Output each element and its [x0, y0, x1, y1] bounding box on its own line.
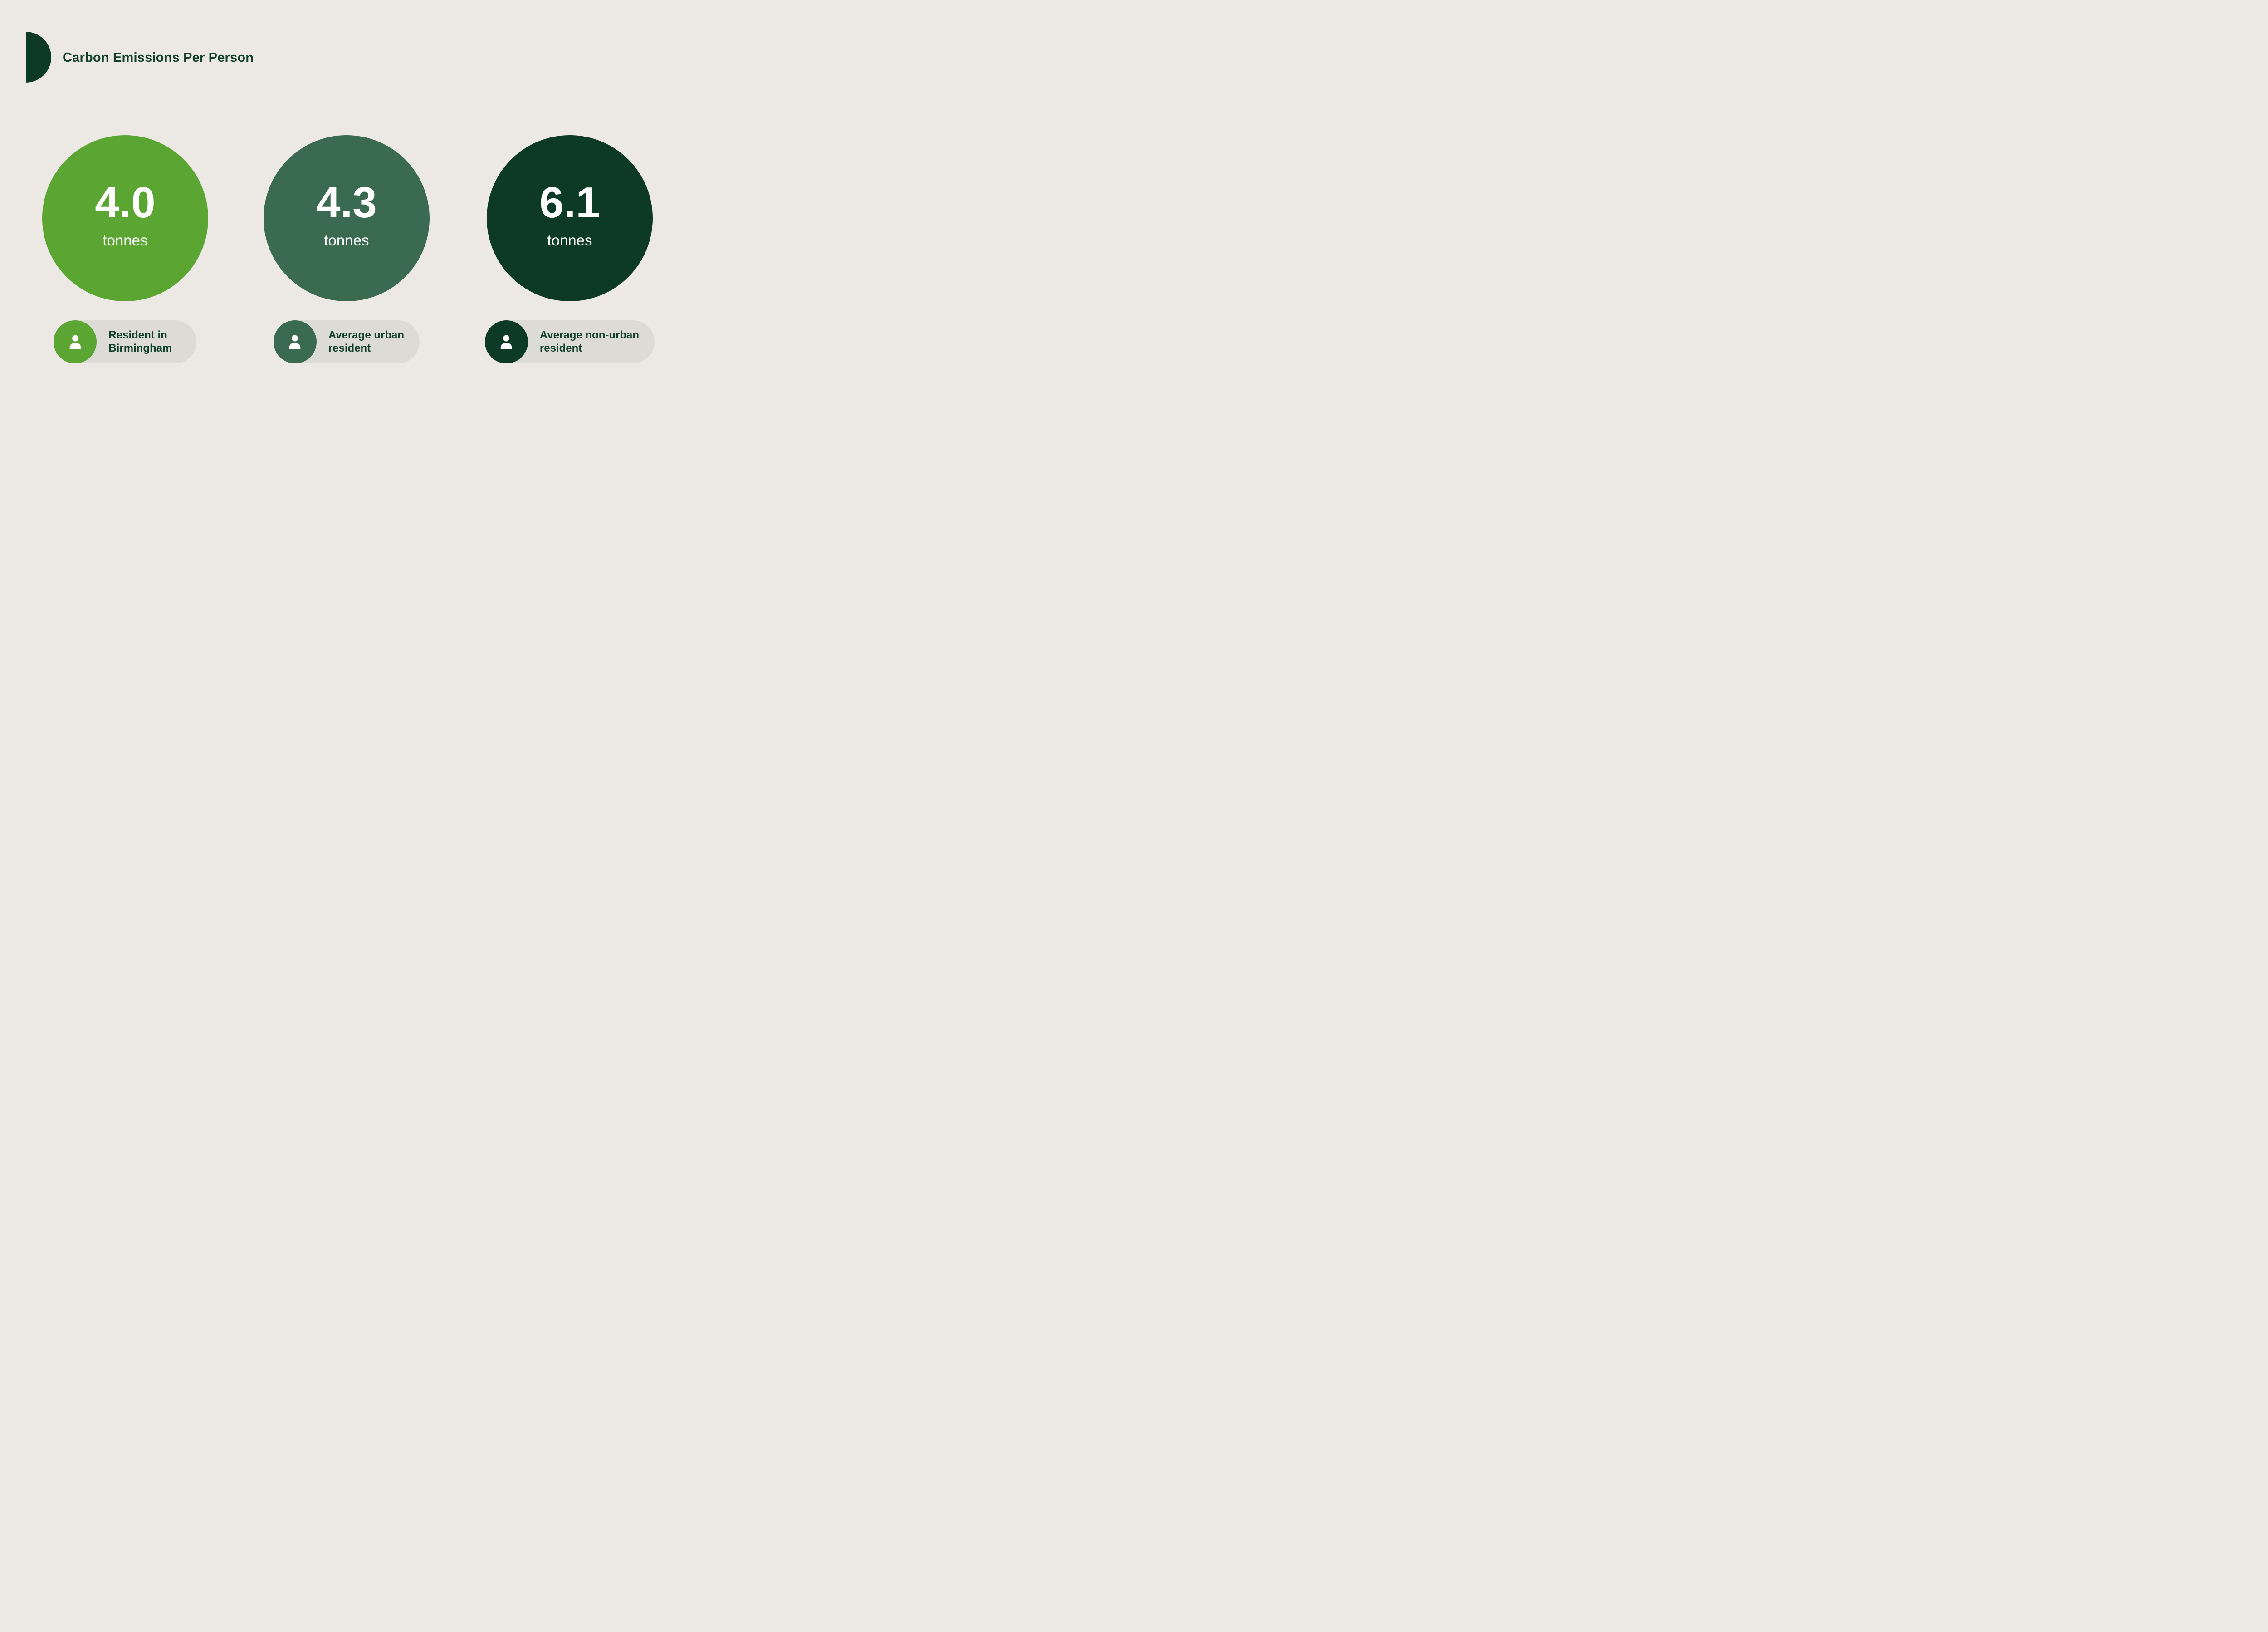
- category-label: Average urban resident: [328, 329, 404, 355]
- person-icon-badge: [484, 320, 528, 363]
- person-icon-badge: [273, 320, 317, 363]
- category-label: Resident in Birmingham: [108, 329, 172, 355]
- emissions-card-urban: 4.3 tonnes Average urban resident: [263, 135, 430, 363]
- category-pill-urban: Average urban resident: [273, 320, 420, 363]
- person-icon: [65, 332, 86, 353]
- category-label-line1: Resident in: [108, 329, 167, 342]
- emissions-value: 4.3: [316, 178, 377, 227]
- emissions-card-non-urban: 6.1 tonnes Average non-urban resident: [484, 135, 655, 363]
- person-icon-badge: [54, 320, 97, 363]
- category-label-line2: Birmingham: [108, 342, 172, 354]
- page-title: Carbon Emissions Per Person: [63, 50, 254, 65]
- emissions-bubble-urban: 4.3 tonnes: [263, 135, 430, 301]
- category-label-line2: resident: [328, 342, 371, 354]
- emissions-bubble-non-urban: 6.1 tonnes: [486, 135, 653, 301]
- category-label-line2: resident: [539, 342, 582, 354]
- category-pill-non-urban: Average non-urban resident: [484, 320, 655, 363]
- emissions-card-birmingham: 4.0 tonnes Resident in Birmingham: [42, 135, 208, 363]
- emissions-unit: tonnes: [324, 232, 369, 249]
- category-label: Average non-urban resident: [540, 329, 639, 355]
- header: Carbon Emissions Per Person: [0, 32, 697, 83]
- emissions-bubble-birmingham: 4.0 tonnes: [42, 135, 208, 301]
- accent-half-circle-shape: [26, 32, 51, 83]
- person-icon: [284, 332, 305, 353]
- person-icon: [496, 332, 517, 353]
- category-pill-birmingham: Resident in Birmingham: [54, 320, 197, 363]
- category-label-line1: Average non-urban: [539, 329, 640, 342]
- emissions-unit: tonnes: [547, 232, 592, 249]
- emissions-chart: 4.0 tonnes Resident in Birmingham 4.3 to…: [0, 135, 697, 363]
- emissions-value: 6.1: [539, 178, 600, 227]
- emissions-unit: tonnes: [103, 232, 148, 249]
- emissions-value: 4.0: [95, 178, 156, 227]
- category-label-line1: Average urban: [328, 329, 404, 342]
